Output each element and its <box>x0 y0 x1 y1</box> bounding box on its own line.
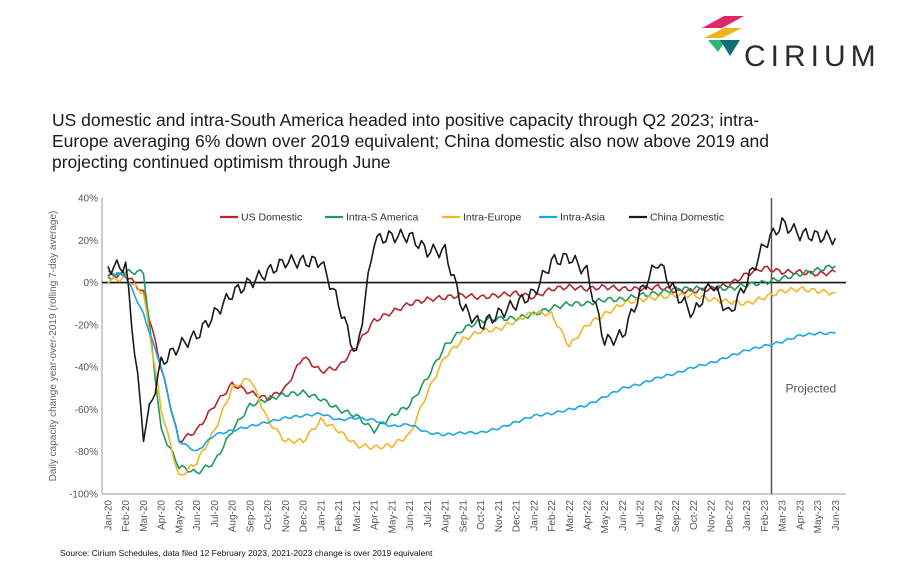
x-tick-label: Jan-20 <box>104 500 115 531</box>
x-tick-label: Mar-20 <box>139 500 150 532</box>
x-tick-label: Sep-20 <box>245 500 256 533</box>
series-group <box>107 217 837 476</box>
y-tick-label: -100% <box>69 490 98 501</box>
logo-shape-pink <box>702 16 744 28</box>
x-tick-label: Oct-22 <box>689 500 700 530</box>
chart-title: US domestic and intra-South America head… <box>52 110 770 172</box>
x-tick-label: Apr-23 <box>795 500 806 530</box>
logo-shape-green <box>708 40 726 52</box>
logo-shape-teal <box>720 40 740 56</box>
x-tick-label: May-20 <box>174 500 185 534</box>
x-tick-label: Sep-22 <box>671 500 682 533</box>
x-tick-label: Feb-21 <box>334 500 345 532</box>
x-tick-label: Aug-22 <box>653 500 664 533</box>
x-tick-label: Dec-20 <box>299 500 310 533</box>
source-note: Source: Cirium Schedules, data filed 12 … <box>60 548 433 558</box>
x-tick-label: Jul-20 <box>210 500 221 528</box>
x-tick-label: Feb-20 <box>121 500 132 532</box>
y-tick-label: 0% <box>84 278 99 289</box>
x-tick-label: Jul-21 <box>423 500 434 528</box>
x-tick-label: May-23 <box>813 500 824 534</box>
x-tick-label: Jan-21 <box>316 500 327 531</box>
brand-name: CIRIUM <box>744 40 881 73</box>
y-tick-label: -20% <box>75 320 98 331</box>
y-tick-label: -60% <box>75 405 98 416</box>
logo-shape-yellow <box>704 28 742 38</box>
x-tick-label: Sep-21 <box>458 500 469 533</box>
x-tick-label: May-22 <box>600 500 611 534</box>
x-tick-label: Mar-21 <box>352 500 363 532</box>
series-line-us-domestic <box>107 265 836 443</box>
y-tick-label: 20% <box>78 236 98 247</box>
x-tick-label: Jan-22 <box>529 500 540 531</box>
series-line-intra-europe <box>107 275 836 476</box>
x-tick-label: Dec-21 <box>512 500 523 533</box>
x-tick-label: Nov-20 <box>281 500 292 533</box>
x-tick-label: Dec-22 <box>724 500 735 533</box>
x-tick-label: Mar-22 <box>565 500 576 532</box>
y-tick-label: -40% <box>75 363 98 374</box>
x-tick-label: Apr-21 <box>370 500 381 530</box>
legend-label: Intra-Asia <box>560 212 605 224</box>
x-tick-label: Jun-22 <box>618 500 629 531</box>
series-line-intra-s-america <box>107 264 836 475</box>
x-tick-label: Jun-21 <box>405 500 416 531</box>
legend-label: Intra-S America <box>346 212 419 224</box>
y-axis-label: Daily capacity change year-over-2019 (ro… <box>48 211 59 482</box>
x-tick-label: Mar-23 <box>778 500 789 532</box>
y-tick-label: -80% <box>75 447 98 458</box>
x-tick-label: Nov-21 <box>494 500 505 533</box>
x-tick-label: Apr-22 <box>582 500 593 530</box>
x-tick-label: May-21 <box>387 500 398 534</box>
x-tick-label: Jul-22 <box>636 500 647 528</box>
x-tick-label: Nov-22 <box>707 500 718 533</box>
cirium-logo <box>702 16 744 56</box>
x-tick-label: Feb-23 <box>760 500 771 532</box>
projection-label: Projected <box>785 381 836 395</box>
series-line-china-domestic <box>107 217 837 443</box>
x-tick-label: Oct-21 <box>476 500 487 530</box>
x-tick-label: Feb-22 <box>547 500 558 532</box>
x-tick-label: Jan-23 <box>742 500 753 531</box>
legend-label: China Domestic <box>650 212 724 224</box>
series-line-intra-asia <box>107 270 836 452</box>
x-tick-label: Aug-20 <box>228 500 239 533</box>
legend-label: Intra-Europe <box>463 212 522 224</box>
x-tick-label: Oct-20 <box>263 500 274 530</box>
y-tick-label: 40% <box>78 194 98 205</box>
legend-label: US Domestic <box>241 212 302 224</box>
x-tick-label: Jun-20 <box>192 500 203 531</box>
x-tick-label: Apr-20 <box>157 500 168 530</box>
x-tick-label: Aug-21 <box>441 500 452 533</box>
x-tick-label: Jun-23 <box>831 500 842 531</box>
